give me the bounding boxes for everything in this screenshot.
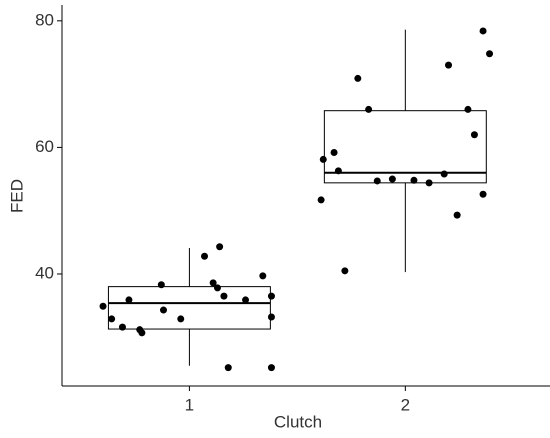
point bbox=[108, 315, 116, 323]
point bbox=[159, 306, 167, 314]
point bbox=[177, 315, 185, 323]
box bbox=[107, 286, 271, 330]
y-tick-label: 40 bbox=[35, 263, 54, 282]
point bbox=[224, 364, 232, 372]
point bbox=[341, 267, 349, 275]
point bbox=[213, 284, 221, 292]
x-tick-label: 1 bbox=[185, 395, 194, 414]
point bbox=[118, 323, 126, 331]
point bbox=[138, 329, 146, 337]
y-tick-label: 80 bbox=[35, 10, 54, 29]
point bbox=[220, 292, 228, 300]
point bbox=[479, 27, 487, 35]
point bbox=[445, 61, 453, 69]
point bbox=[267, 292, 275, 300]
point bbox=[201, 252, 209, 260]
point bbox=[365, 105, 373, 113]
point bbox=[330, 148, 338, 156]
point bbox=[440, 170, 448, 178]
point bbox=[470, 131, 478, 139]
box bbox=[323, 110, 487, 184]
point bbox=[209, 279, 217, 287]
point bbox=[125, 296, 133, 304]
point bbox=[334, 167, 342, 175]
point bbox=[410, 176, 418, 184]
x-tick-label: 2 bbox=[401, 395, 410, 414]
point bbox=[319, 155, 327, 163]
point bbox=[479, 190, 487, 198]
point bbox=[388, 175, 396, 183]
point bbox=[242, 296, 250, 304]
point bbox=[259, 272, 267, 280]
point bbox=[373, 177, 381, 185]
point bbox=[464, 105, 472, 113]
point bbox=[157, 281, 165, 289]
point bbox=[453, 211, 461, 219]
point bbox=[425, 179, 433, 187]
point bbox=[486, 50, 494, 58]
point bbox=[267, 313, 275, 321]
y-axis-label: FED bbox=[7, 179, 26, 213]
y-tick-label: 60 bbox=[35, 137, 54, 156]
point bbox=[317, 196, 325, 204]
point bbox=[216, 243, 224, 251]
point bbox=[354, 74, 362, 82]
point bbox=[267, 364, 275, 372]
x-axis-label: Clutch bbox=[274, 412, 322, 431]
point bbox=[99, 302, 107, 310]
